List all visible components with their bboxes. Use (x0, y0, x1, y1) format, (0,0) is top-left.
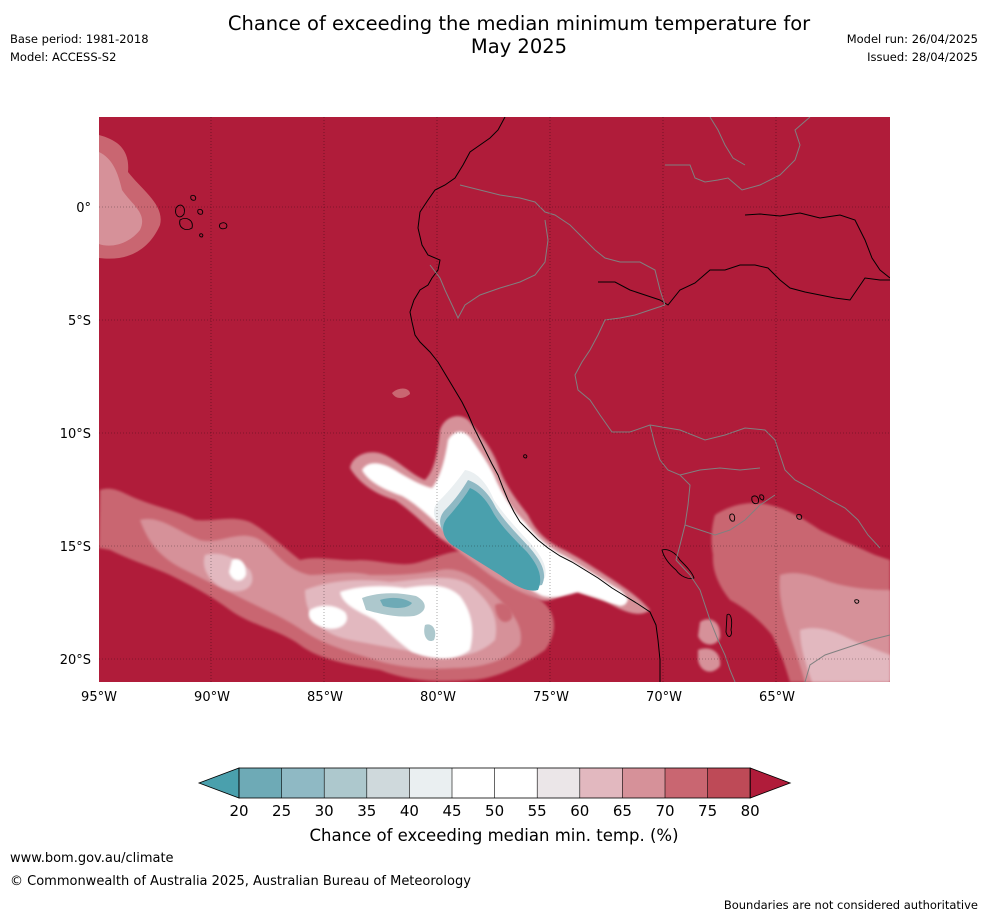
probability-contour-small (392, 388, 410, 398)
colorbar-segment (324, 768, 368, 798)
probability-contour-galapagos-inner (99, 152, 143, 246)
probability-contour-east-small-2 (495, 603, 513, 622)
coastline (409, 117, 661, 682)
colorbar-tick-label: 75 (698, 802, 717, 820)
colorbar-segment (707, 768, 751, 798)
probability-contour-east-65 (800, 627, 890, 682)
colorbar-tick-label: 80 (741, 802, 760, 820)
lake-small (523, 454, 860, 637)
longitude-label: 90°W (194, 690, 230, 705)
colorbar-tick-label: 30 (315, 802, 334, 820)
colorbar-tick-label: 60 (570, 802, 589, 820)
colorbar-tick-label: 20 (229, 802, 248, 820)
country-borders (429, 117, 890, 682)
latitude-label: 5°S (68, 314, 91, 329)
longitude-label: 65°W (759, 690, 795, 705)
lake-titicaca (661, 549, 695, 579)
latitude-label: 15°S (60, 540, 91, 555)
meta-left: Base period: 1981-2018 Model: ACCESS-S2 (10, 30, 149, 66)
coastline-amazon (598, 264, 890, 306)
model-run: Model run: 26/04/2025 (846, 32, 978, 46)
latitude-label: 0° (76, 201, 91, 216)
probability-contour-southwest-25 (380, 597, 412, 608)
title-line-2: May 2025 (470, 35, 568, 58)
colorbar-segment (452, 768, 496, 798)
latitude-labels: 0° 5°S 10°S 15°S 20°S (60, 201, 91, 668)
colorbar-arrow-high (749, 767, 792, 799)
colorbar-segment (622, 768, 666, 798)
colorbar-segment (409, 768, 453, 798)
longitude-label: 85°W (307, 690, 343, 705)
colorbar-label: Chance of exceeding median min. temp. (%… (309, 826, 679, 845)
colorbar-tick-label: 40 (400, 802, 419, 820)
gridlines (99, 117, 890, 682)
model-name: Model: ACCESS-S2 (10, 50, 117, 64)
probability-contour-southwest-35 (362, 593, 436, 642)
latitude-label: 10°S (60, 427, 91, 442)
galapagos-islands (175, 194, 228, 238)
colorbar-arrow-low (197, 767, 240, 799)
colorbar-tick-label: 50 (485, 802, 504, 820)
colorbar-tick-label: 65 (613, 802, 632, 820)
title-line-1: Chance of exceeding the median minimum t… (227, 12, 811, 35)
longitude-label: 75°W (533, 690, 569, 705)
colorbar-segment (494, 768, 538, 798)
latitude-label: 20°S (60, 653, 91, 668)
longitude-labels: 95°W 90°W 85°W 80°W 75°W 70°W 65°W (81, 690, 795, 705)
colorbar-segment (239, 768, 283, 798)
probability-contour-southwest-55 (229, 558, 473, 659)
colorbar-segment (281, 768, 325, 798)
footer-note: Boundaries are not considered authoritat… (723, 898, 978, 912)
longitude-label: 80°W (420, 690, 456, 705)
colorbar-tick-label: 70 (655, 802, 674, 820)
probability-contour-peru-tail (598, 588, 628, 604)
coastline-north (744, 212, 890, 279)
colorbar-tick-label: 25 (272, 802, 291, 820)
map-title: Chance of exceeding the median minimum t… (150, 12, 888, 58)
colorbar-segment (579, 768, 623, 798)
colorbar-segment (366, 768, 410, 798)
colorbar-tick-label: 35 (357, 802, 376, 820)
colorbar: 20 25 30 35 40 45 50 55 60 65 70 75 80 (197, 767, 792, 820)
colorbar-segment (537, 768, 581, 798)
footer-url: www.bom.gov.au/climate (10, 851, 174, 866)
footer-copyright: © Commonwealth of Australia 2025, Austra… (10, 874, 471, 889)
probability-contour-peru-20 (443, 488, 541, 591)
meta-right: Model run: 26/04/2025 Issued: 28/04/2025 (847, 30, 978, 66)
colorbar-tick-label: 45 (442, 802, 461, 820)
longitude-label: 95°W (81, 690, 117, 705)
longitude-label: 70°W (646, 690, 682, 705)
colorbar-segment (665, 768, 709, 798)
issued-date: Issued: 28/04/2025 (867, 50, 978, 64)
colorbar-tick-label: 55 (528, 802, 547, 820)
base-period: Base period: 1981-2018 (10, 32, 149, 46)
